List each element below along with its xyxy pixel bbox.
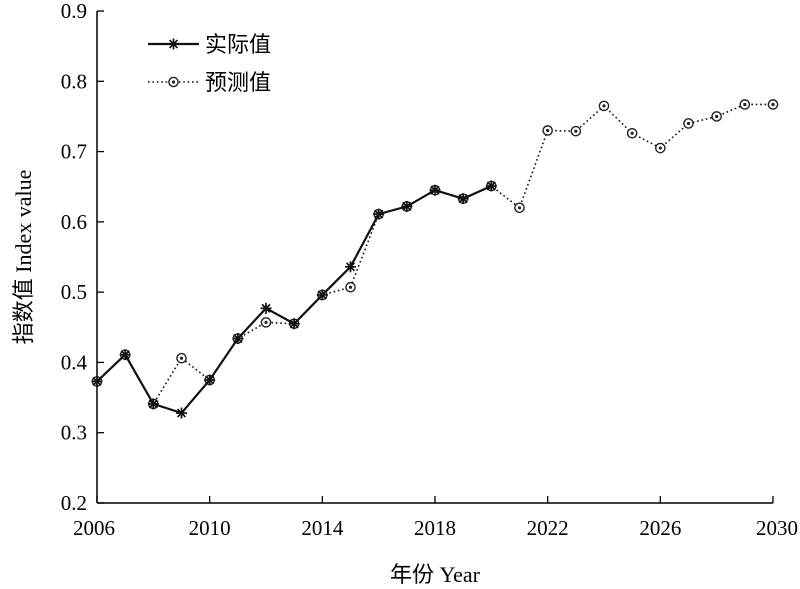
star-marker: [288, 318, 300, 330]
circle-marker: [655, 142, 666, 154]
star-marker: [345, 261, 356, 273]
series-layer: [91, 99, 779, 419]
star-marker: [204, 374, 216, 386]
circle-marker: [176, 352, 187, 364]
series-line: [96, 103, 773, 406]
x-tick-label: 2006: [73, 516, 115, 540]
circle-marker: [683, 118, 694, 129]
circle-marker: [345, 281, 356, 293]
legend-label: 预测值: [205, 70, 271, 95]
circle-marker: [711, 111, 722, 122]
star-marker: [176, 407, 187, 419]
y-axis-title: 指数值 Index value: [11, 170, 36, 345]
circle-marker: [542, 125, 553, 136]
star-marker: [232, 333, 244, 345]
x-axis-title: 年份 Year: [390, 562, 481, 587]
star-marker: [485, 180, 497, 192]
legend-item: 实际值: [148, 32, 271, 57]
star-marker: [457, 193, 469, 205]
x-tick-label: 2014: [301, 516, 344, 540]
y-tick-label: 0.3: [61, 421, 87, 445]
star-marker: [260, 302, 272, 314]
circle-marker: [168, 76, 179, 88]
circle-marker: [626, 127, 638, 139]
star-marker: [91, 375, 103, 387]
star-marker: [168, 38, 179, 50]
series-line: [96, 185, 492, 415]
y-tick-label: 0.2: [61, 491, 87, 515]
series-predicted: [91, 99, 779, 410]
x-tick-label: 2010: [189, 516, 231, 540]
circle-marker: [260, 317, 272, 328]
star-marker: [316, 289, 328, 301]
circle-marker: [767, 99, 779, 110]
legend-item: 预测值: [148, 70, 271, 95]
star-marker: [119, 349, 131, 361]
y-tick-label: 0.5: [61, 280, 87, 304]
circle-marker: [598, 100, 610, 112]
circle-marker: [514, 202, 525, 214]
y-tick-label: 0.6: [61, 210, 87, 234]
y-tick-label: 0.4: [61, 350, 88, 374]
star-marker: [429, 184, 441, 196]
y-tick-label: 0.8: [61, 69, 87, 93]
legend-label: 实际值: [205, 32, 271, 57]
x-tick-label: 2030: [756, 516, 798, 540]
axes: 0.2 0.3 0.4 0.5 0.6 0.7 0.8 0.9 2006 2010 2014 2018…: [61, 0, 798, 540]
star-marker: [401, 200, 413, 212]
circle-marker: [570, 125, 582, 137]
x-tick-label: 2026: [639, 516, 681, 540]
y-tick-label: 0.9: [61, 0, 87, 23]
x-tick-label: 2022: [527, 516, 569, 540]
star-marker: [147, 398, 159, 410]
series-actual: [91, 180, 497, 419]
x-tick-label: 2018: [414, 516, 456, 540]
circle-marker: [739, 99, 751, 110]
star-marker: [373, 208, 385, 220]
y-tick-label: 0.7: [61, 140, 87, 164]
